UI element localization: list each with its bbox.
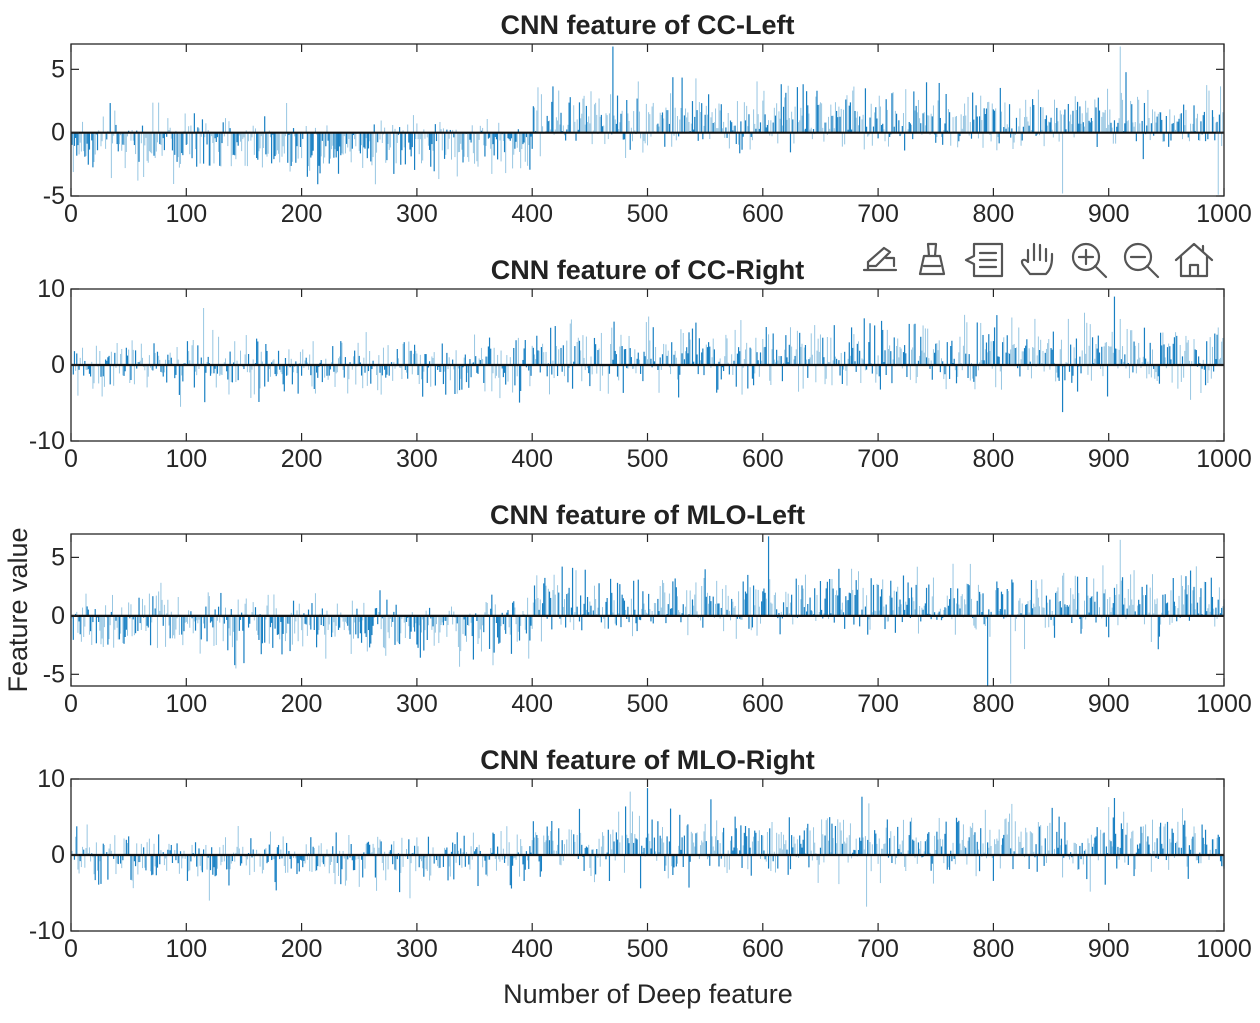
- y-axis-label: Feature value: [3, 527, 33, 692]
- pan-hand-icon[interactable]: [1016, 240, 1060, 280]
- x-tick-label: 400: [511, 935, 553, 963]
- zoom-out-icon[interactable]: [1120, 240, 1164, 280]
- x-tick-label: 100: [165, 445, 207, 473]
- x-tick-label: 200: [281, 935, 323, 963]
- x-tick-label: 600: [742, 690, 784, 718]
- subplot-title: CNN feature of MLO-Right: [480, 745, 814, 775]
- x-tick-label: 900: [1088, 200, 1130, 228]
- x-tick-label: 600: [742, 200, 784, 228]
- x-tick-label: 700: [857, 200, 899, 228]
- x-tick-label: 900: [1088, 935, 1130, 963]
- y-tick-label: -10: [29, 427, 65, 455]
- x-tick-label: 500: [627, 935, 669, 963]
- x-tick-label: 400: [511, 690, 553, 718]
- x-tick-label: 1000: [1196, 690, 1252, 718]
- x-axis-label: Number of Deep feature: [503, 979, 793, 1009]
- x-tick-label: 200: [281, 200, 323, 228]
- y-tick-label: 0: [51, 841, 65, 869]
- export-icon[interactable]: [858, 240, 902, 280]
- y-tick-label: 0: [51, 602, 65, 630]
- x-tick-label: 0: [64, 935, 78, 963]
- x-tick-label: 100: [165, 200, 207, 228]
- x-tick-label: 500: [627, 690, 669, 718]
- x-tick-label: 200: [281, 445, 323, 473]
- axes-box: [70, 533, 1225, 687]
- subplot-title: CNN feature of CC-Right: [491, 255, 804, 285]
- x-tick-label: 1000: [1196, 200, 1252, 228]
- y-tick-label: 0: [51, 351, 65, 379]
- zoom-in-icon[interactable]: [1068, 240, 1112, 280]
- datatips-icon[interactable]: [962, 240, 1006, 280]
- home-icon[interactable]: [1172, 240, 1216, 280]
- x-tick-label: 700: [857, 445, 899, 473]
- brush-icon[interactable]: [910, 240, 954, 280]
- bar-series: [71, 536, 1225, 686]
- x-tick-label: 800: [973, 200, 1015, 228]
- bar-series: [71, 788, 1225, 907]
- x-tick-label: 100: [165, 690, 207, 718]
- x-tick-label: 300: [396, 445, 438, 473]
- x-tick-label: 400: [511, 445, 553, 473]
- y-tick-label: 5: [51, 543, 65, 571]
- subplot-3: CNN feature of MLO-Left 0 100 200 300 400 500 6…: [43, 500, 1252, 718]
- y-tick-label: 10: [37, 765, 65, 793]
- y-tick-label: -5: [43, 182, 65, 210]
- x-tick-label: 600: [742, 445, 784, 473]
- x-tick-label: 400: [511, 200, 553, 228]
- x-tick-label: 200: [281, 690, 323, 718]
- x-tick-label: 100: [165, 935, 207, 963]
- y-tick-label: 10: [37, 275, 65, 303]
- x-tick-label: 700: [857, 690, 899, 718]
- y-tick-label: 0: [51, 119, 65, 147]
- x-tick-label: 700: [857, 935, 899, 963]
- x-tick-label: 600: [742, 935, 784, 963]
- bar-series: [71, 296, 1225, 413]
- y-tick-label: -10: [29, 917, 65, 945]
- x-tick-label: 300: [396, 935, 438, 963]
- x-tick-label: 0: [64, 200, 78, 228]
- x-tick-label: 800: [973, 690, 1015, 718]
- y-tick-label: 5: [51, 55, 65, 83]
- x-tick-label: 300: [396, 200, 438, 228]
- subplot-title: CNN feature of CC-Left: [501, 10, 795, 40]
- x-tick-label: 1000: [1196, 935, 1252, 963]
- x-tick-label: 300: [396, 690, 438, 718]
- axes-toolbar: [858, 240, 1216, 280]
- y-tick-label: -5: [43, 660, 65, 688]
- x-tick-label: 800: [973, 445, 1015, 473]
- x-tick-label: 500: [627, 200, 669, 228]
- x-tick-label: 500: [627, 445, 669, 473]
- x-tick-label: 1000: [1196, 445, 1252, 473]
- subplot-1: CNN feature of CC-Left 0 100 200 300 400 500 60…: [43, 10, 1252, 228]
- x-tick-label: 900: [1088, 445, 1130, 473]
- x-tick-label: 800: [973, 935, 1015, 963]
- x-tick-label: 0: [64, 690, 78, 718]
- x-tick-label: 0: [64, 445, 78, 473]
- bar-series: [71, 46, 1225, 195]
- subplot-title: CNN feature of MLO-Left: [490, 500, 805, 530]
- x-tick-label: 900: [1088, 690, 1130, 718]
